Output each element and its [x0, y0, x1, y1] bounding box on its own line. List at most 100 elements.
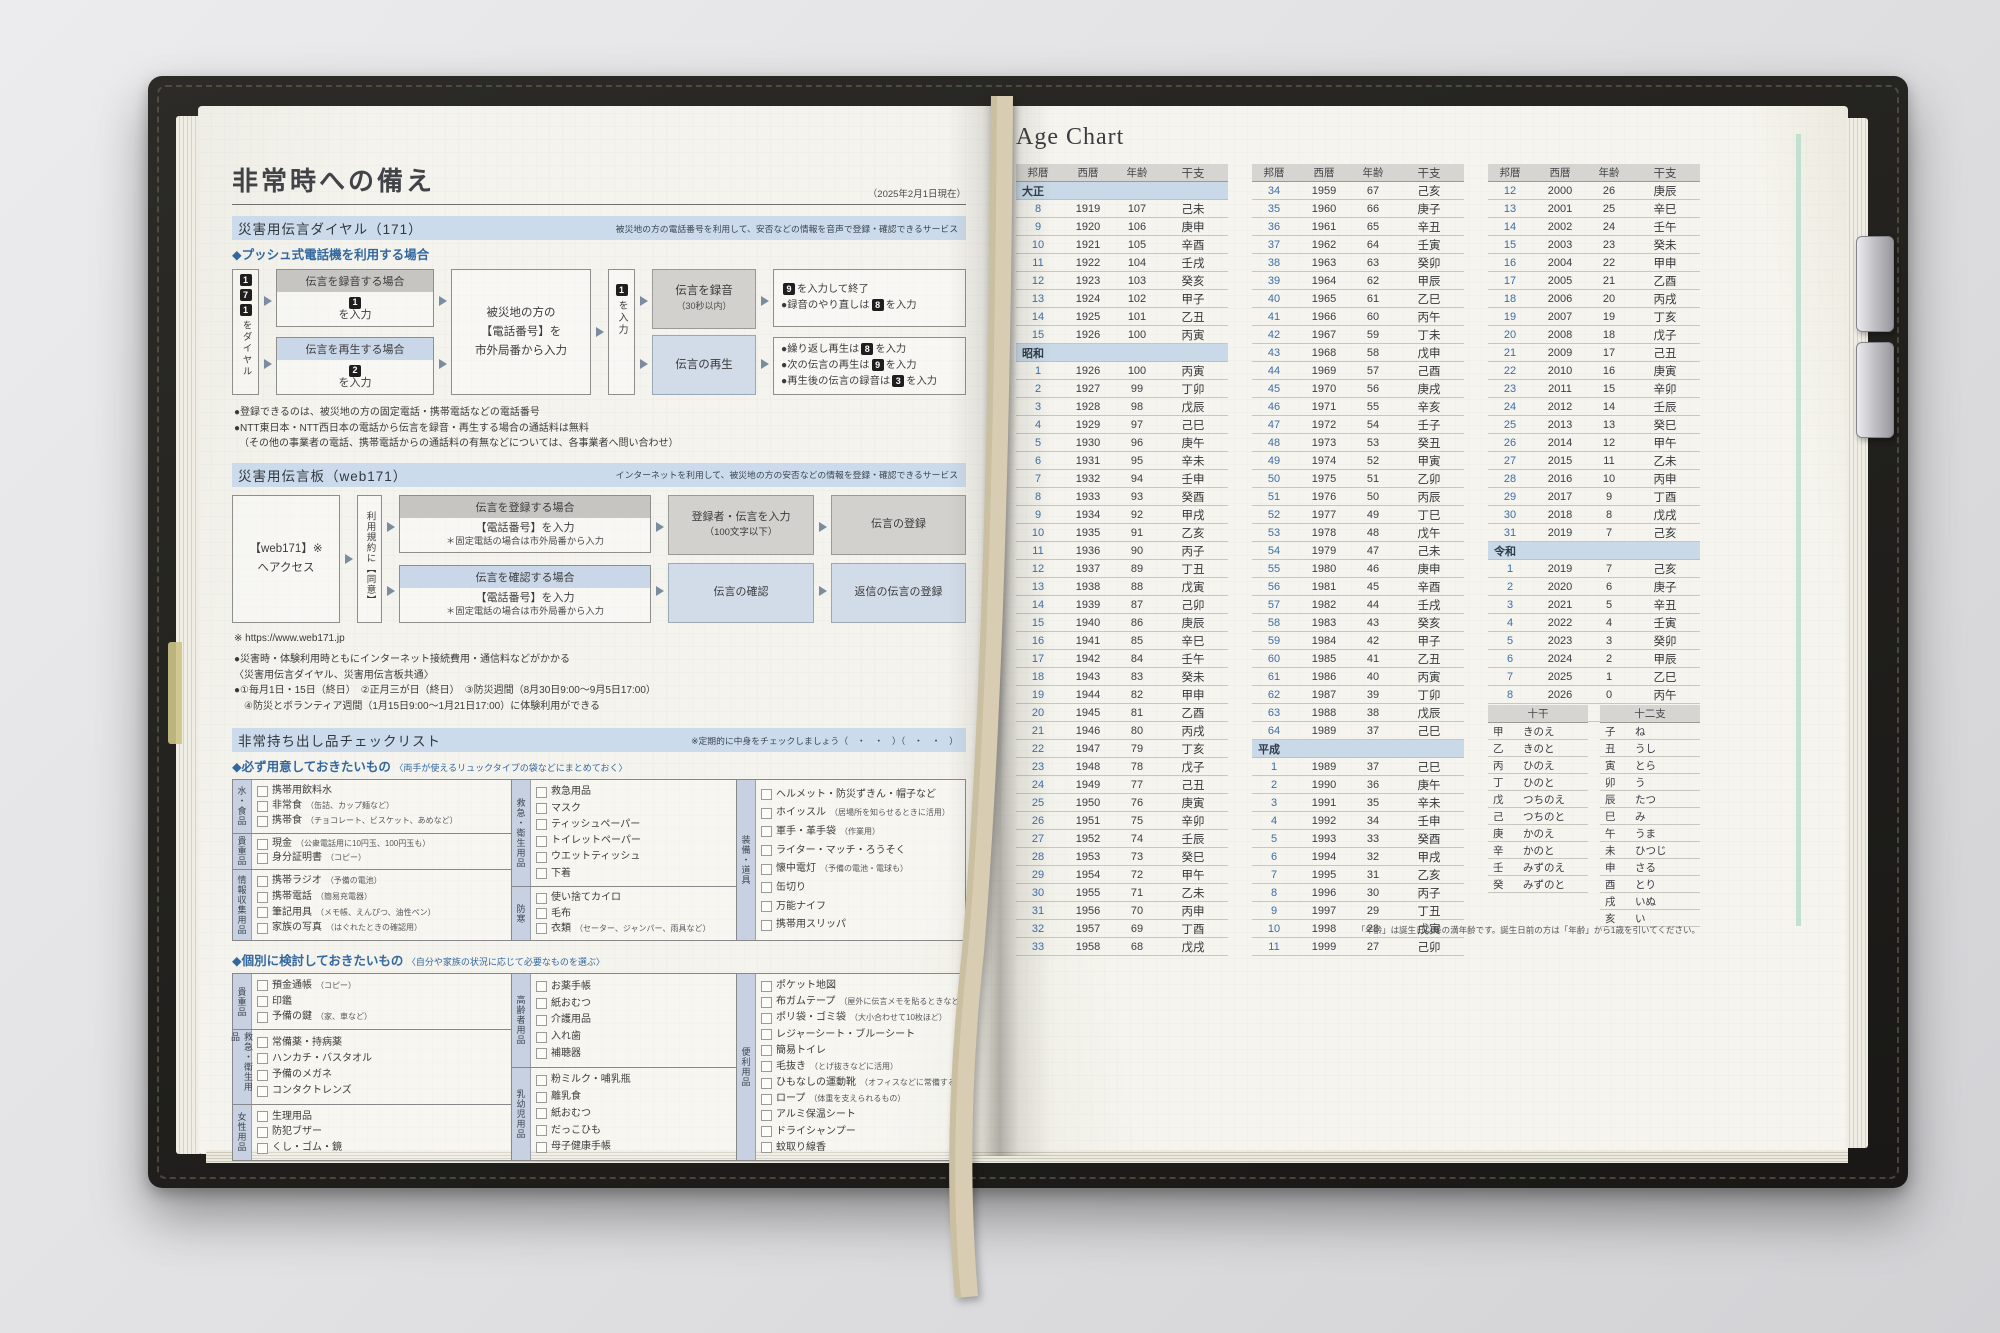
table-row: 11 1999 27 己卯 [1252, 938, 1464, 956]
checkbox-icon [257, 800, 268, 812]
list-item: 防犯ブザー [257, 1125, 506, 1139]
table-row: 丑うし [1600, 740, 1700, 757]
item-note: （大小合わせて10枚ほど） [850, 1013, 947, 1023]
item-name: ポケット地図 [776, 980, 836, 992]
checkbox-icon [536, 1125, 547, 1136]
table-row: 20 1945 81 乙酉 [1016, 704, 1228, 722]
item-name: 携帯食 [272, 815, 302, 827]
table-row: 4 2022 4 壬寅 [1488, 614, 1700, 632]
list-item: 紙おむつ [536, 997, 731, 1011]
reply-result-label: 返信の伝言の登録 [854, 586, 943, 598]
register-case-body: 【電話番号】を入力 ＊固定電話の場合は市外局番から入力 [400, 518, 650, 552]
item-name: ライター・マッチ・ろうそく [776, 844, 906, 856]
must-have-heading: ◆必ず用意しておきたいもの 〈両手が使えるリュックタイプの袋などにまとめておく〉 [232, 759, 966, 775]
item-name: 現金 [272, 838, 292, 850]
table-row: 戌いぬ [1600, 893, 1700, 910]
table-row: 28 2016 10 丙申 [1488, 470, 1700, 488]
table-row: 25 2013 13 癸巳 [1488, 416, 1700, 434]
checkbox-icon [536, 803, 547, 815]
checkbox-icon [536, 1074, 547, 1086]
checklist-group: 貴重品 現金 （公衆電話用に10円玉、100円玉も） 身分証明書 （コピー） [233, 833, 511, 870]
era-row: 平成 [1252, 740, 1464, 758]
table-row: 6 2024 2 甲辰 [1488, 650, 1700, 668]
table-row: 6 1931 95 辛未 [1016, 452, 1228, 470]
table-row: 56 1981 45 辛酉 [1252, 578, 1464, 596]
confirm-case-body: 【電話番号】を入力 ＊固定電話の場合は市外局番から入力 [400, 588, 650, 622]
record-end-box: 9 を入力して終了 ●録音のやり直しは 8 を入力 [773, 269, 966, 327]
table-row: 7 1995 31 乙亥 [1252, 866, 1464, 884]
table-row: 37 1962 64 壬寅 [1252, 236, 1464, 254]
group-label: 貴重品 [233, 974, 252, 1030]
confirm-case-box: 伝言を確認する場合 【電話番号】を入力 ＊固定電話の場合は市外局番から入力 [399, 564, 651, 623]
play-option-line: ●繰り返し再生は 8 を入力 [781, 343, 907, 355]
table-row: 25 1950 76 庚寅 [1016, 794, 1228, 812]
jikkan-table: 十干 甲きのえ乙きのと丙ひのえ丁ひのと戊つちのえ己つちのと庚かのえ辛かのと壬みず… [1488, 705, 1588, 893]
checkbox-icon [257, 996, 268, 1008]
table-row: 49 1974 52 甲寅 [1252, 452, 1464, 470]
checkbox-icon [536, 786, 547, 798]
checkbox-icon [257, 922, 268, 934]
input-1-label: を入力 [616, 300, 627, 336]
checkbox-icon [257, 1111, 268, 1123]
item-note: （公衆電話用に10円玉、100円玉も） [296, 839, 431, 849]
checkbox-icon [257, 1126, 268, 1138]
group-label: 防寒 [512, 887, 531, 940]
list-item: 軍手・革手袋 （作業用） [761, 825, 960, 839]
section-header-checklist: 非常持ち出し品チェックリスト ※定期的に中身をチェックしましょう（ ・ ・ ）（… [232, 728, 966, 752]
table-row: 59 1984 42 甲子 [1252, 632, 1464, 650]
list-item: 使い捨てカイロ [536, 891, 731, 905]
item-note: （居場所を知らせるときに活用） [830, 808, 950, 818]
push-phone-heading: ◆プッシュ式電話機を利用する場合 [232, 248, 430, 262]
list-item: 現金 （公衆電話用に10円玉、100円玉も） [257, 837, 506, 851]
table-row: 57 1982 44 壬戌 [1252, 596, 1464, 614]
section-header-web171: 災害用伝言板（web171） インターネットを利用して、被災地の方の安否などの情… [232, 462, 966, 487]
checkbox-icon [536, 1108, 547, 1120]
checkbox-icon [761, 863, 772, 875]
group-label: 救急・衛生用品 [512, 780, 531, 886]
list-item: ハンカチ・バスタオル [257, 1052, 506, 1066]
table-row: 27 1952 74 壬辰 [1016, 830, 1228, 848]
checkbox-icon [761, 807, 772, 819]
table-row: 14 1925 101 乙丑 [1016, 308, 1228, 326]
must-have-checklist: 水・食品 携帯用飲料水 非常食 （缶詰、カップ麺など） 携帯食 （チョコレート、ビスケッ… [232, 779, 966, 941]
table-row: 15 1926 100 丙寅 [1016, 326, 1228, 344]
checkbox-icon [257, 815, 268, 827]
table-row: 64 1989 37 己巳 [1252, 722, 1464, 740]
record-end-line: 9 を入力して終了 [781, 282, 958, 298]
checkbox-icon [536, 819, 547, 831]
table-row: 寅とら [1600, 757, 1700, 774]
phone-line: 被災地の方の [486, 306, 556, 319]
key-1-icon: 1 [615, 284, 628, 296]
table-row: 36 1961 65 辛丑 [1252, 218, 1464, 236]
item-name: ロープ [776, 1093, 806, 1105]
heading-text: ◆個別に検討しておきたいもの [232, 954, 404, 968]
checkbox-icon [761, 919, 772, 931]
era-row: 大正 [1016, 182, 1228, 200]
table-row: 34 1959 67 己亥 [1252, 182, 1464, 200]
list-item: 携帯用飲料水 [257, 784, 506, 798]
jikkan-header: 十干 [1488, 705, 1588, 723]
table-row: 14 2002 24 壬午 [1488, 218, 1700, 236]
item-note: （予備の電池・電球も） [820, 864, 908, 874]
list-item: ドライシャンプー [761, 1125, 967, 1139]
checklist-group: 高齢者用品 お薬手帳 紙おむつ 介護用品 入れ歯 補聴器 [512, 974, 736, 1068]
item-name: 身分証明書 [272, 852, 322, 864]
item-note: （オフィスなどに常備する） [860, 1078, 964, 1088]
table-row: 45 1970 56 庚戌 [1252, 380, 1464, 398]
list-item: 予備の鍵 （家、車など） [257, 1010, 506, 1024]
case-body-sub: ＊固定電話の場合は市外局番から入力 [445, 605, 605, 616]
web171-case-column: 伝言を登録する場合 【電話番号】を入力 ＊固定電話の場合は市外局番から入力 伝言… [399, 494, 651, 623]
item-name: 簡易トイレ [776, 1044, 826, 1056]
flow-arrows [382, 495, 399, 623]
section-note: インターネットを利用して、被災地の方の安否などの情報を登録・確認できるサービス [615, 470, 958, 480]
list-item: アルミ保温シート [761, 1108, 967, 1122]
item-name: トイレットペーパー [551, 835, 641, 847]
list-item: ウエットティッシュ [536, 850, 731, 864]
group-label: 水・食品 [233, 780, 252, 833]
table-row: 11 1922 104 壬戌 [1016, 254, 1228, 272]
table-row: 26 1951 75 辛卯 [1016, 812, 1228, 830]
table-row: 19 2007 19 丁亥 [1488, 308, 1700, 326]
list-item: 家族の写真 （はぐれたときの確認用） [257, 921, 506, 935]
table-row: 丁ひのと [1488, 774, 1588, 791]
table-row: 22 1947 79 丁亥 [1016, 740, 1228, 758]
